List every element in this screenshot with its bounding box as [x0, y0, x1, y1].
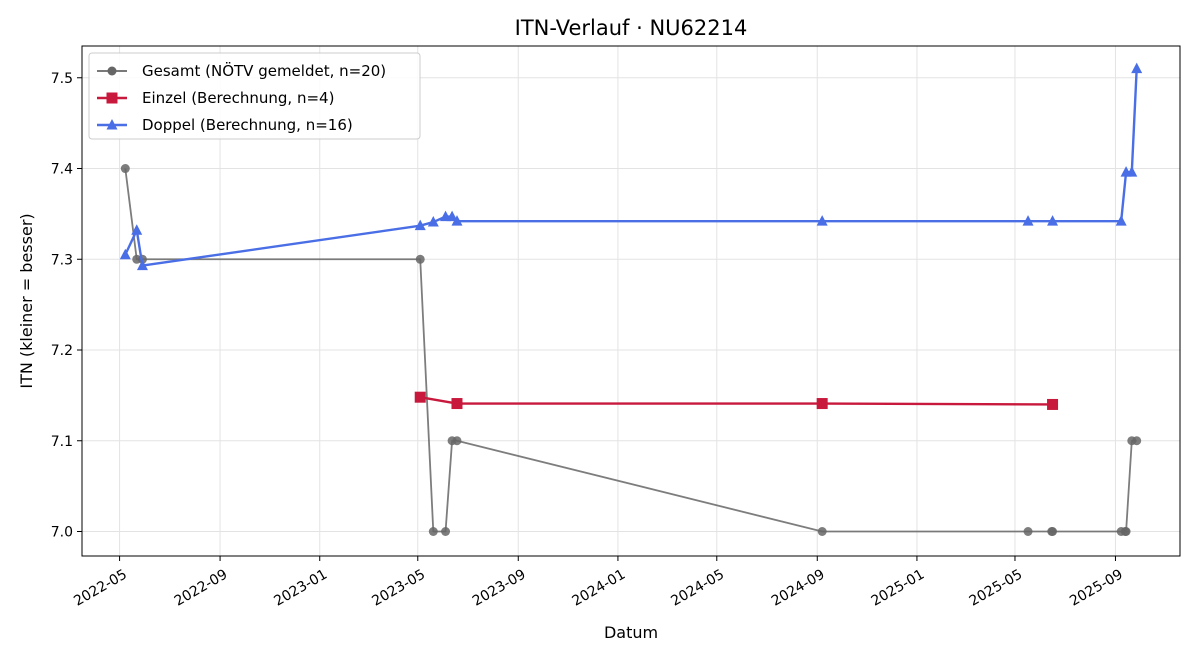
x-tick-label: 2025-05 [967, 567, 1026, 610]
x-tick-label: 2025-01 [869, 567, 928, 610]
data-point [119, 248, 131, 260]
data-point [136, 259, 148, 271]
data-point [452, 436, 462, 446]
data-point [451, 398, 463, 410]
legend-item: Doppel (Berechnung, n=16) [97, 116, 353, 134]
legend: Gesamt (NÖTV gemeldet, n=20) Einzel (Bere… [88, 52, 421, 140]
data-point [1115, 215, 1127, 226]
grid-lines [82, 46, 1180, 556]
data-point [427, 216, 439, 227]
y-tick-label: 7.4 [51, 162, 73, 178]
data-point [1048, 526, 1058, 536]
x-tick-label: 2025-09 [1067, 567, 1126, 610]
data-point [414, 219, 426, 231]
data-point [1022, 215, 1034, 226]
y-axis-label: ITN (kleiner = besser) [17, 213, 36, 388]
chart-title: ITN-Verlauf · NU62214 [515, 16, 748, 40]
y-tick-label: 7.0 [51, 524, 73, 540]
y-tick-label: 7.1 [51, 434, 73, 450]
series-line [420, 396, 1053, 406]
data-point [441, 526, 451, 536]
data-point [451, 215, 463, 226]
data-point [1047, 398, 1059, 410]
y-tick-label: 7.5 [51, 71, 73, 87]
data-point [131, 224, 143, 235]
x-tick-label: 2024-01 [570, 567, 629, 610]
x-tick-label: 2023-01 [271, 567, 330, 610]
data-point [816, 215, 828, 226]
legend-item: Gesamt (NÖTV gemeldet, n=20) [97, 61, 386, 80]
x-tick-label: 2024-05 [668, 567, 727, 610]
x-tick-label: 2023-05 [369, 567, 428, 610]
series-circle [120, 164, 1142, 536]
data-point [817, 526, 827, 536]
legend-frame [88, 52, 421, 140]
x-tick-label: 2024-09 [769, 567, 828, 610]
legend-label: Gesamt (NÖTV gemeldet, n=20) [142, 61, 386, 80]
data-point [1023, 526, 1033, 536]
data-point [428, 526, 438, 536]
legend-marker [106, 119, 118, 130]
data-point [1126, 166, 1138, 177]
x-tick-label: 2022-05 [71, 567, 130, 610]
y-tick-label: 7.2 [51, 343, 73, 359]
x-axis: 2022-05 2022-09 2023-01 2023-05 2023-09 2024-… [71, 556, 1126, 610]
data-point [1047, 215, 1059, 226]
x-tick-label: 2023-09 [470, 567, 529, 610]
series-square [414, 391, 1059, 410]
y-axis: 7.0 7.1 7.2 7.3 7.4 7.5 [51, 71, 82, 540]
x-axis-label: Datum [604, 623, 658, 642]
data-point [414, 391, 426, 403]
data-point [1131, 62, 1143, 74]
y-tick-label: 7.3 [51, 252, 73, 268]
plot-frame [81, 45, 1181, 557]
data-point [446, 210, 458, 222]
legend-label: Doppel (Berechnung, n=16) [142, 116, 353, 134]
data-point [1132, 436, 1142, 446]
data-point [415, 254, 425, 264]
legend-marker [106, 92, 118, 104]
data-point [120, 164, 130, 174]
data-point [1121, 526, 1131, 536]
legend-label: Einzel (Berechnung, n=4) [142, 89, 334, 107]
legend-marker [107, 66, 117, 76]
legend-item: Einzel (Berechnung, n=4) [97, 89, 334, 107]
series-triangle [119, 62, 1143, 271]
series-layer [119, 62, 1143, 536]
data-point [816, 398, 828, 410]
x-tick-label: 2022-09 [172, 567, 231, 610]
